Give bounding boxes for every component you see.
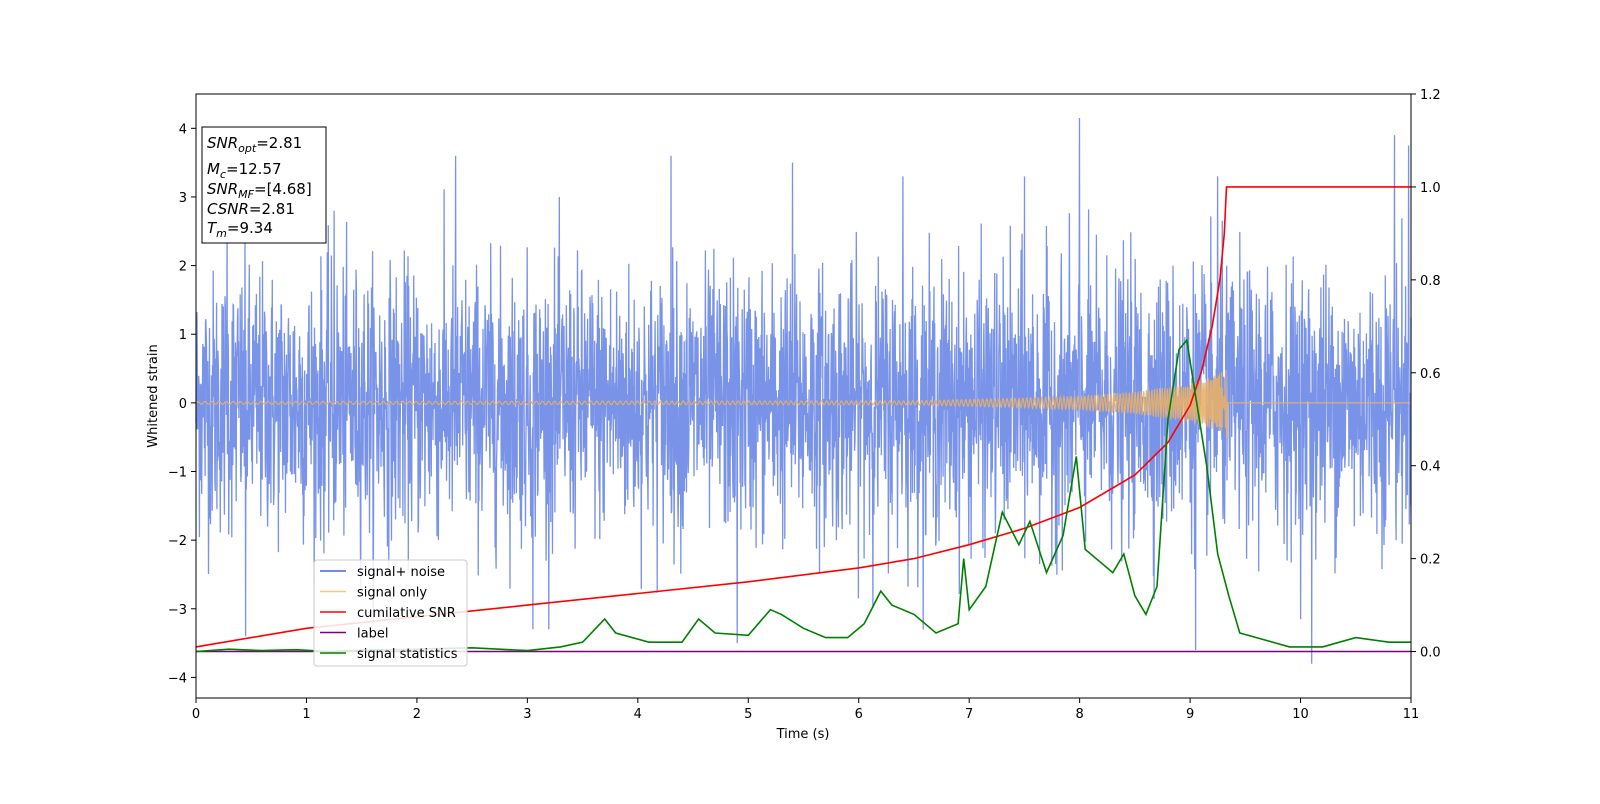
annotation-subscript: c [220, 168, 226, 181]
y-axis-left: −4 −3 −2 −1 0 1 2 3 4 [168, 122, 196, 686]
annotation-subscript: m [216, 227, 227, 240]
y-tick-label: −1 [168, 466, 187, 481]
y2-tick-label: 1.0 [1420, 181, 1441, 196]
annotation-symbol: SNR [207, 134, 238, 152]
legend: signal+ noise signal only cumilative SNR la… [313, 559, 468, 667]
y-tick-label: 3 [179, 191, 187, 206]
signal-only-series [195, 369, 1411, 439]
x-tick-label: 6 [855, 707, 863, 722]
y-tick-label: 2 [179, 260, 187, 275]
annotation-value: =2.81 [249, 200, 295, 218]
y2-tick-label: 0.2 [1420, 553, 1441, 568]
plot-frame [195, 93, 1412, 699]
annotation-value: =9.34 [227, 219, 273, 237]
legend-frame [313, 559, 468, 667]
y-tick-label: 4 [179, 122, 187, 137]
x-tick-label: 7 [965, 707, 973, 722]
y2-tick-label: 1.2 [1420, 88, 1441, 103]
legend-label: signal+ noise [357, 565, 445, 580]
y2-tick-label: 0.6 [1420, 367, 1441, 382]
y2-tick-label: 0.0 [1420, 646, 1441, 661]
signal-statistics-line [195, 338, 1411, 653]
annotation-frame [201, 126, 327, 244]
y-axis-right: 0.0 0.2 0.4 0.6 0.8 1.0 1.2 [1411, 88, 1441, 661]
y-axis-label: Whitened strain [146, 344, 161, 447]
x-tick-label: 0 [192, 707, 200, 722]
annotation-symbol: SNR [207, 180, 238, 198]
x-tick-label: 1 [302, 707, 310, 722]
x-tick-label: 3 [523, 707, 531, 722]
y-tick-label: −4 [168, 671, 187, 686]
signal-only-line [195, 369, 1411, 439]
y-tick-label: 0 [179, 397, 187, 412]
x-tick-label: 9 [1186, 707, 1194, 722]
annotation-symbol: M [207, 160, 220, 178]
x-tick-label: 11 [1403, 707, 1420, 722]
y-tick-label: −3 [168, 603, 187, 618]
x-tick-label: 8 [1075, 707, 1083, 722]
y2-tick-label: 0.8 [1420, 274, 1441, 289]
x-tick-label: 4 [634, 707, 642, 722]
annotation-subscript: opt [238, 142, 257, 155]
y-tick-label: 1 [179, 328, 187, 343]
legend-label: signal statistics [357, 647, 458, 662]
metrics-annotation-box: SNRopt=2.81 Mc=12.57 SNRMF=[4.68] CSNR=2.81… [201, 126, 327, 244]
x-tick-label: 2 [413, 707, 421, 722]
legend-label: signal only [357, 586, 427, 601]
x-tick-label: 5 [744, 707, 752, 722]
annotation-subscript: MF [238, 188, 254, 201]
annotation-value: =12.57 [226, 160, 282, 178]
annotation-symbol: T [207, 219, 218, 237]
y-tick-label: −2 [168, 534, 187, 549]
y2-tick-label: 0.4 [1420, 460, 1441, 475]
legend-label: cumilative SNR [357, 606, 456, 621]
x-tick-label: 10 [1292, 707, 1309, 722]
annotation-symbol: CSNR [207, 200, 249, 218]
annotation-text: SNRopt=2.81 Mc=12.57 SNRMF=[4.68] CSNR=2.81… [207, 134, 312, 240]
annotation-value: =[4.68] [254, 180, 312, 198]
annotation-value: =2.81 [256, 134, 302, 152]
cumulative-snr-line [195, 186, 1411, 648]
x-axis-label: Time (s) [776, 727, 830, 742]
legend-label: label [357, 627, 388, 642]
x-axis: 0 1 2 3 4 5 6 7 8 9 10 11 [192, 698, 1419, 722]
